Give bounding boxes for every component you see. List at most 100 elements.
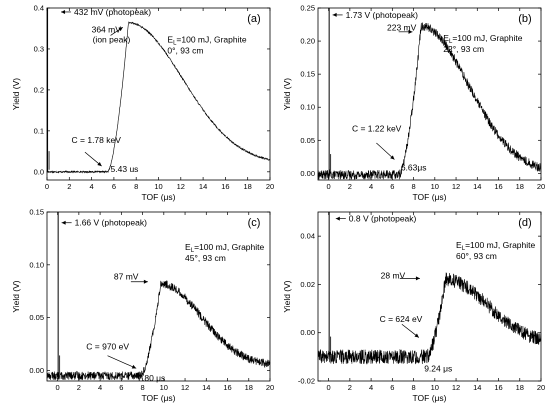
- cutoff-energy-annotation: C = 1.78 keV: [72, 135, 122, 145]
- panel-label: (b): [518, 13, 531, 25]
- conditions-angle-annotation: 60°, 93 cm: [456, 251, 497, 261]
- cutoff-arrow-head: [390, 155, 395, 160]
- x-tick-label: 8: [411, 182, 415, 191]
- photopeak-annotation: 0.8 V (photopeak): [349, 214, 417, 224]
- x-tick-label: 6: [390, 383, 394, 392]
- plot-frame: [317, 211, 542, 382]
- photopeak-arrow: [61, 220, 72, 225]
- cutoff-arrow: [376, 142, 395, 160]
- onset-time-annotation: 6.63μs: [401, 163, 427, 173]
- conditions-angle-annotation: 45°, 93 cm: [185, 253, 226, 263]
- cutoff-energy-annotation: C = 624 eV: [380, 314, 423, 324]
- x-axis-label: TOF (μs): [141, 192, 175, 202]
- y-tick-label: 0.10: [300, 103, 315, 112]
- x-tick-label: 10: [431, 182, 439, 191]
- x-axis-label: TOF (μs): [141, 393, 175, 403]
- x-tick-label: 20: [266, 182, 274, 191]
- conditions-angle-annotation: 22°, 93 cm: [443, 44, 484, 54]
- photopeak-annotation: 1.73 V (photopeak): [346, 10, 418, 20]
- peak-arrow-head: [415, 276, 420, 281]
- x-tick-label: 18: [244, 182, 252, 191]
- x-tick-label: 4: [98, 383, 102, 392]
- x-tick-label: 14: [202, 383, 210, 392]
- chart-panel-3: 0 2 4 6 8 10 12 14 16 18 20 0.00 0.05 0.10 0.15 TOF (μs…: [11, 208, 274, 404]
- photopeak-arrow-head: [61, 220, 66, 225]
- x-tick-label: 0: [56, 383, 60, 392]
- x-tick-label: 14: [473, 182, 481, 191]
- chart-panel-4: 0 2 4 6 8 10 12 14 16 18 20 -0.02 0.00 0.02 0.04 TOF (μ…: [282, 211, 545, 403]
- x-tick-label: 6: [112, 182, 116, 191]
- x-tick-label: 2: [348, 182, 352, 191]
- x-tick-label: 14: [199, 182, 207, 191]
- y-tick-label: 0.05: [300, 136, 315, 145]
- photopeak-annotation: 1.66 V (photopeak): [75, 218, 147, 228]
- x-tick-label: 16: [494, 383, 502, 392]
- chart-panel-2: 0 2 4 6 8 10 12 14 16 18 20 0.00 0.05 0.10 0.15 0.20 0.2…: [282, 4, 545, 203]
- x-tick-label: 12: [177, 182, 185, 191]
- x-axis-label: TOF (μs): [412, 192, 446, 202]
- x-tick-label: 16: [494, 182, 502, 191]
- onset-time-annotation: 9.24 μs: [424, 363, 452, 373]
- x-tick-label: 16: [223, 383, 231, 392]
- plot-frame: [317, 7, 542, 181]
- y-tick-label: 0.02: [300, 280, 315, 289]
- y-tick-label: 0.15: [29, 208, 44, 217]
- x-tick-label: 0: [327, 182, 331, 191]
- y-tick-label: 0.00: [300, 328, 315, 337]
- chart-panel-1: 0 2 4 6 8 10 12 14 16 18 20 0.0 0.1 0.2 0.3 0.4 TOF (μs)…: [11, 4, 274, 203]
- y-tick-label: 0.04: [300, 232, 315, 241]
- cutoff-arrow: [107, 355, 137, 369]
- y-tick-label: 0.15: [300, 70, 315, 79]
- x-tick-label: 20: [537, 182, 545, 191]
- x-tick-label: 8: [140, 383, 144, 392]
- x-tick-label: 0: [327, 383, 331, 392]
- cutoff-arrow-shaft: [107, 355, 137, 369]
- conditions-energy-annotation: EL=100 mJ, Graphite: [185, 242, 264, 254]
- y-tick-label: 0.1: [34, 126, 44, 135]
- cutoff-arrow: [84, 151, 102, 167]
- peak-arrow: [130, 279, 148, 284]
- signal-trace: [46, 21, 271, 174]
- x-tick-label: 10: [154, 182, 162, 191]
- x-axis-label: TOF (μs): [412, 393, 446, 403]
- panel-label: (c): [248, 217, 261, 229]
- photopeak-arrow: [335, 216, 346, 221]
- photopeak-arrow-head: [335, 216, 340, 221]
- x-tick-label: 12: [452, 383, 460, 392]
- x-tick-label: 6: [390, 182, 394, 191]
- y-tick-label: 0.05: [29, 313, 44, 322]
- onset-time-annotation: 5.43 us: [111, 164, 139, 174]
- cutoff-energy-annotation: C = 970 eV: [86, 341, 129, 351]
- x-tick-label: 4: [369, 383, 373, 392]
- y-tick-label: 0.0: [34, 167, 44, 176]
- x-tick-label: 2: [348, 383, 352, 392]
- y-axis-label: Yield (V): [282, 280, 292, 312]
- y-tick-label: 0.00: [300, 169, 315, 178]
- panel-label: (a): [247, 13, 260, 25]
- photopeak-arrow: [61, 9, 72, 14]
- x-tick-label: 10: [431, 383, 439, 392]
- x-tick-label: 2: [77, 383, 81, 392]
- x-tick-label: 18: [245, 383, 253, 392]
- photopeak-annotation: 432 mV (photopeak): [74, 7, 151, 17]
- x-tick-label: 12: [181, 383, 189, 392]
- signal-trace: [317, 22, 542, 180]
- signal-trace: [317, 272, 542, 365]
- x-tick-label: 10: [160, 383, 168, 392]
- conditions-energy-annotation: EL=100 mJ, Graphite: [443, 33, 522, 45]
- cutoff-energy-annotation: C = 1.22 keV: [352, 124, 402, 134]
- cutoff-arrow-head: [414, 333, 419, 338]
- peak-arrow: [398, 29, 413, 34]
- photopeak-arrow-head: [61, 9, 66, 14]
- peak-arrow-head: [118, 27, 123, 32]
- cutoff-arrow-head: [131, 364, 137, 369]
- x-tick-label: 20: [266, 383, 274, 392]
- x-tick-label: 12: [452, 182, 460, 191]
- peak-value-annotation: 28 mV: [381, 270, 406, 280]
- x-tick-label: 4: [369, 182, 373, 191]
- onset-time-annotation: 7.80 μs: [137, 373, 165, 383]
- y-axis-label: Yield (V): [11, 280, 21, 312]
- peak-arrow-head: [143, 279, 148, 284]
- cutoff-arrow-shaft: [376, 142, 395, 160]
